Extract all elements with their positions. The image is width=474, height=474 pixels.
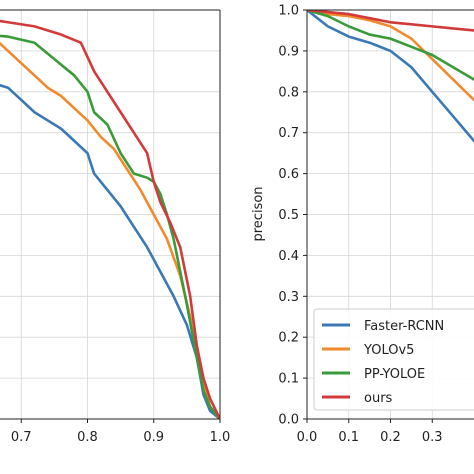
- right-x-tick-label: 0.3: [422, 430, 443, 445]
- right-series-ours: [307, 10, 474, 32]
- right-y-tick-label: 0.6: [278, 167, 299, 182]
- left-x-tick-label: 0.8: [77, 430, 98, 445]
- left-x-tick-label: 1.0: [210, 430, 231, 445]
- left-grid: [0, 10, 220, 419]
- right-series-group: [307, 10, 474, 143]
- right-x-tick-label: 0.0: [297, 430, 318, 445]
- legend-box: [313, 308, 474, 411]
- left-x-tick-label: 0.7: [11, 430, 32, 445]
- right-y-tick-label: 0.4: [278, 249, 299, 264]
- right-x-tick-label: 0.2: [380, 430, 401, 445]
- right-y-tick-label: 0.5: [278, 208, 299, 223]
- right-series-pp-yoloe: [307, 10, 474, 81]
- right-y-tick-label: 0.7: [278, 126, 299, 141]
- right-y-ticks: 0.0 0.1 0.2 0.3 0.4 0.5 0.6 0.7 0.8 0.9 1.0: [278, 4, 307, 428]
- legend-label-faster-rcnn: Faster-RCNN: [364, 319, 444, 334]
- legend-entries: Faster-RCNN YOLOv5 PP-YOLOE ours: [322, 319, 444, 406]
- right-series-faster-rcnn: [307, 10, 474, 143]
- left-series-ours: [0, 19, 220, 419]
- right-series-yolov5: [307, 10, 474, 102]
- legend-label-yolov5: YOLOv5: [363, 343, 414, 358]
- left-chart-panel: 0.60.70.80.91.0: [0, 9, 231, 445]
- left-series-yolov5: [0, 41, 220, 419]
- right-y-tick-label: 0.9: [278, 44, 299, 59]
- legend-label-pp-yoloe: PP-YOLOE: [364, 367, 425, 382]
- left-x-ticks: 0.60.70.80.91.0: [11, 419, 231, 445]
- right-y-tick-label: 0.1: [278, 372, 299, 387]
- right-y-tick-label: 0.3: [278, 290, 299, 305]
- right-y-tick-label: 1.0: [278, 4, 299, 19]
- right-y-tick-label: 0.8: [278, 85, 299, 100]
- left-series-pp-yoloe: [0, 34, 220, 419]
- right-y-axis-label: precison: [251, 186, 266, 241]
- right-y-tick-label: 0.2: [278, 331, 299, 346]
- right-x-ticks: 0.0 0.1 0.2 0.3: [297, 419, 443, 445]
- left-series-group: [0, 19, 220, 419]
- legend-label-ours: ours: [364, 391, 393, 406]
- right-x-tick-label: 0.1: [338, 430, 359, 445]
- left-x-tick-label: 0.9: [143, 430, 164, 445]
- left-series-faster-rcnn: [0, 83, 220, 419]
- right-y-tick-label: 0.0: [278, 413, 299, 428]
- legend: Faster-RCNN YOLOv5 PP-YOLOE ours: [313, 308, 474, 411]
